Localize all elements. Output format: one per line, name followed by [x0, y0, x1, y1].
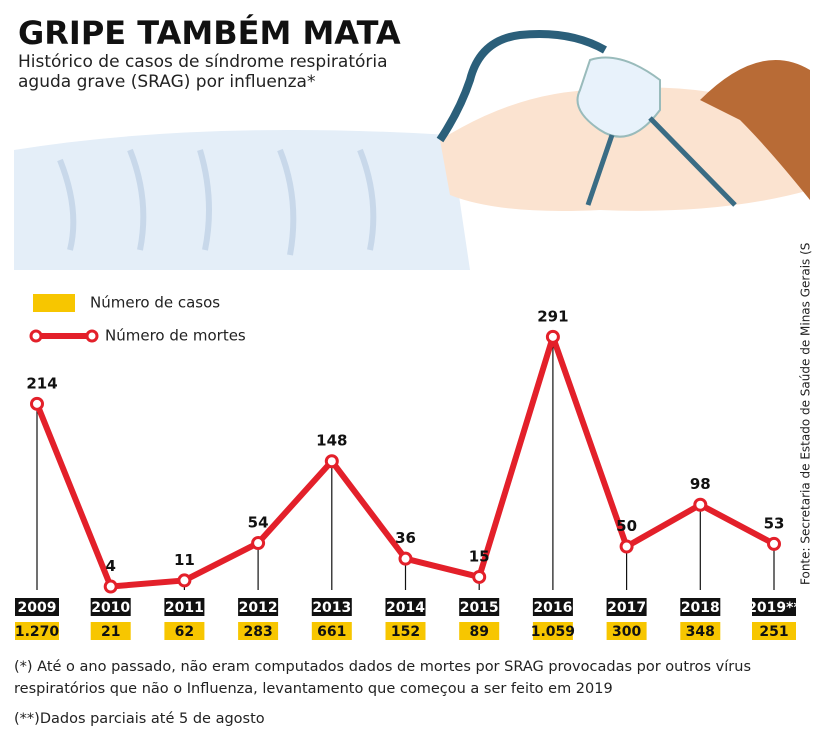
case-box — [459, 622, 500, 640]
x-tick-label: 2009 — [18, 600, 57, 616]
data-label: 89 — [469, 624, 488, 640]
data-label: 62 — [175, 624, 194, 640]
x-tick-label: 2016 — [533, 600, 572, 616]
death-point — [472, 569, 487, 584]
death-point — [103, 579, 118, 594]
x-tick-label: 2018 — [681, 600, 720, 616]
legend-label: Número de mortes — [105, 327, 246, 345]
x-tick-label: 2014 — [386, 600, 425, 616]
data-label: 4 — [105, 557, 115, 575]
death-point — [693, 497, 708, 512]
data-label: 214 — [26, 374, 57, 392]
case-box — [238, 622, 279, 640]
year-box — [752, 598, 796, 616]
year-box — [532, 598, 573, 616]
death-point — [619, 539, 634, 554]
data-label: 291 — [537, 307, 568, 325]
case-box — [164, 622, 205, 640]
source: Fonte: Secretaria de Estado de Saúde de … — [799, 243, 813, 585]
case-box — [752, 622, 796, 640]
x-tick-label: 2013 — [312, 600, 351, 616]
death-point — [251, 536, 266, 551]
data-label: 36 — [395, 529, 416, 547]
year-box — [164, 598, 205, 616]
year-box — [90, 598, 131, 616]
death-point — [398, 551, 413, 566]
data-label: 54 — [248, 514, 269, 532]
death-point — [767, 536, 781, 551]
data-label: 15 — [469, 547, 490, 565]
year-box — [311, 598, 352, 616]
case-box — [606, 622, 647, 640]
year-box — [606, 598, 647, 616]
data-label: 251 — [759, 624, 788, 640]
x-tick-label: 2019** — [747, 600, 801, 616]
x-tick-label: 2011 — [165, 600, 204, 616]
x-tick-label: 2015 — [460, 600, 499, 616]
data-label: 50 — [616, 517, 637, 535]
year-box — [680, 598, 721, 616]
x-tick-label: 2010 — [91, 600, 130, 616]
year-box — [459, 598, 500, 616]
legend-swatch — [33, 294, 75, 312]
data-label: 152 — [391, 624, 420, 640]
case-box — [15, 622, 59, 640]
x-tick-label: 2017 — [607, 600, 646, 616]
illustration — [14, 30, 810, 270]
year-box — [15, 598, 59, 616]
data-label: 21 — [101, 624, 120, 640]
case-box — [532, 622, 573, 640]
title: GRIPE TAMBÉM MATA — [18, 14, 401, 52]
subtitle-box: Histórico de casos de síndrome respirató… — [18, 52, 388, 92]
death-point — [177, 573, 192, 588]
death-point — [324, 454, 339, 469]
case-box — [311, 622, 352, 640]
data-label: 283 — [243, 624, 272, 640]
year-box — [385, 598, 426, 616]
legend-swatch — [85, 329, 99, 343]
case-box — [90, 622, 131, 640]
data-label: 11 — [174, 551, 195, 569]
data-label: 661 — [317, 624, 346, 640]
year-box — [238, 598, 279, 616]
data-label: 1.059 — [531, 624, 575, 640]
data-label: 1.270 — [15, 624, 60, 640]
death-point — [545, 329, 560, 344]
notes-box: (*) Até o ano passado, não eram computad… — [14, 659, 752, 727]
legend-swatch — [29, 329, 43, 343]
death-point — [30, 396, 44, 411]
data-label: 300 — [612, 624, 641, 640]
data-label: 148 — [316, 432, 347, 450]
case-box — [680, 622, 721, 640]
data-label: 98 — [690, 475, 711, 493]
deaths-line — [34, 333, 776, 590]
note: (*) Até o ano passado, não eram computad… — [14, 659, 752, 697]
case-box — [385, 622, 426, 640]
data-label: 53 — [764, 514, 785, 532]
data-label: 348 — [686, 624, 715, 640]
subtitle: Histórico de casos de síndrome respirató… — [18, 52, 388, 92]
note: (**)Dados parciais até 5 de agosto — [14, 711, 265, 727]
legend-label: Número de casos — [90, 294, 220, 312]
x-tick-label: 2012 — [239, 600, 278, 616]
